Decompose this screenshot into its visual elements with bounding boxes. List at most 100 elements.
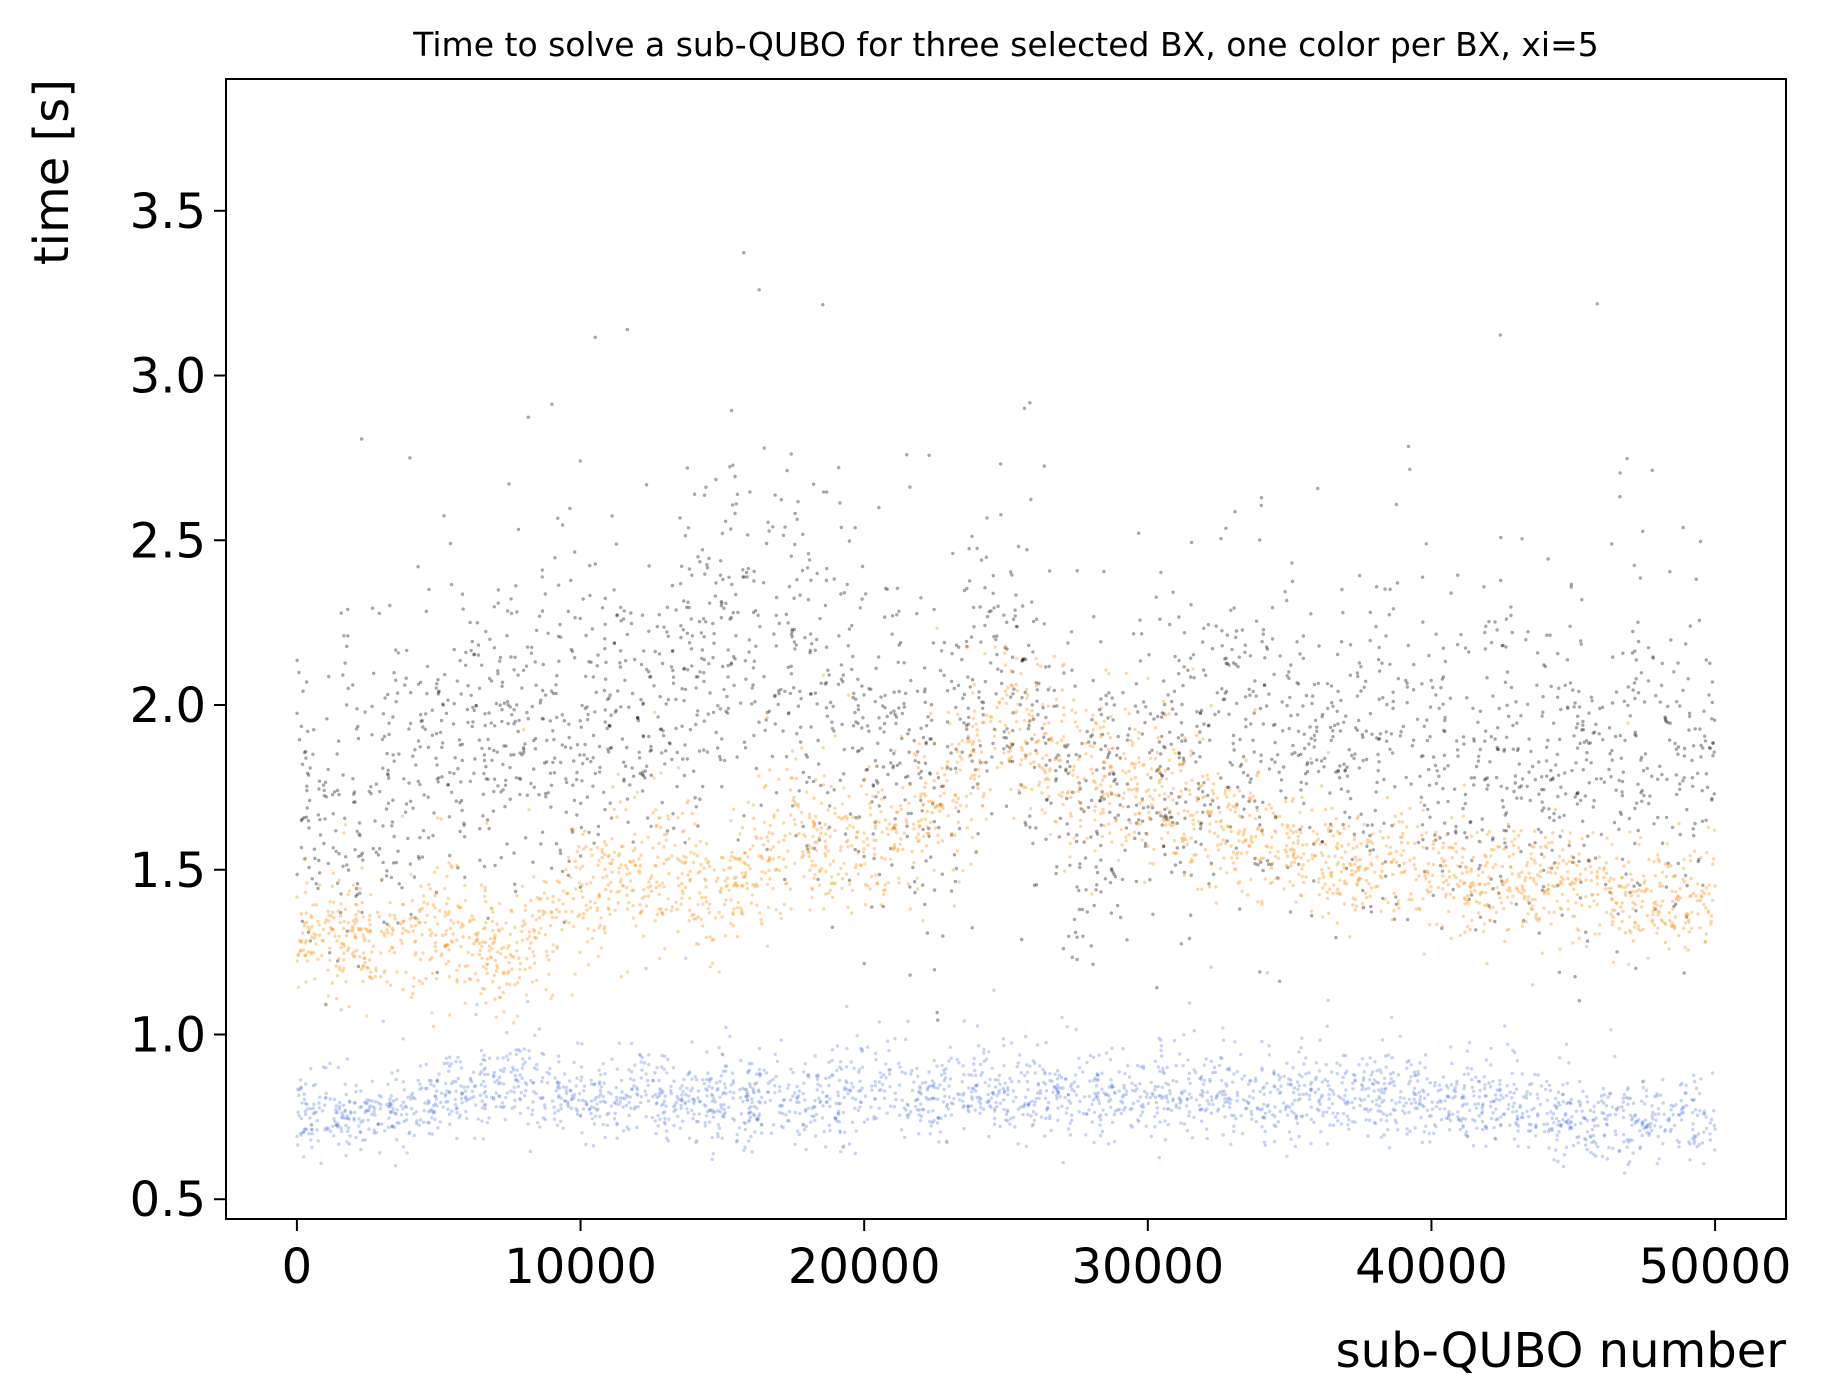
data-point <box>379 929 384 934</box>
data-point <box>361 858 365 862</box>
data-point <box>359 437 364 441</box>
data-point <box>352 800 356 804</box>
data-point <box>687 641 692 645</box>
data-point <box>1274 815 1278 819</box>
data-point <box>1702 891 1707 895</box>
data-point <box>525 956 529 961</box>
data-point <box>1391 690 1395 694</box>
data-point <box>1534 912 1539 916</box>
data-point <box>1209 703 1214 708</box>
data-point <box>1614 900 1618 905</box>
data-point <box>1068 770 1072 774</box>
data-point <box>1353 726 1358 730</box>
data-point <box>1590 699 1594 703</box>
data-point <box>1092 903 1096 908</box>
data-point <box>541 717 546 721</box>
data-point <box>473 757 477 761</box>
data-point <box>1467 650 1471 654</box>
data-point <box>784 865 788 869</box>
data-point <box>1475 830 1479 835</box>
data-point <box>377 915 382 919</box>
data-point <box>1538 869 1543 874</box>
data-point <box>1504 829 1509 833</box>
data-point <box>1512 829 1516 833</box>
data-point <box>856 677 860 681</box>
data-point <box>1438 836 1442 840</box>
data-point <box>1575 791 1580 796</box>
data-point <box>910 849 914 854</box>
data-point <box>1122 752 1126 756</box>
data-point <box>1639 791 1643 795</box>
data-point <box>788 832 792 836</box>
data-point <box>670 757 674 762</box>
data-point <box>1073 720 1078 724</box>
data-point <box>679 582 683 586</box>
data-point <box>1670 889 1675 893</box>
data-point <box>468 918 472 922</box>
data-point <box>586 927 590 931</box>
data-point <box>1111 870 1115 874</box>
data-point <box>1110 769 1114 774</box>
data-point <box>314 942 318 946</box>
data-point <box>571 897 576 901</box>
data-point <box>1089 944 1094 948</box>
data-point <box>848 823 852 828</box>
data-point <box>998 462 1003 466</box>
data-point <box>337 935 341 939</box>
data-point <box>1478 747 1483 752</box>
data-point <box>1448 892 1453 896</box>
data-point <box>774 908 778 912</box>
data-point <box>1333 854 1337 858</box>
data-point <box>1652 905 1656 910</box>
data-point <box>1013 608 1017 612</box>
data-point <box>793 542 797 547</box>
data-point <box>420 933 424 937</box>
data-point <box>712 631 716 636</box>
data-point <box>1279 778 1284 782</box>
data-point <box>451 932 455 936</box>
data-point <box>1545 633 1549 637</box>
data-point <box>1557 686 1561 690</box>
data-point <box>578 854 583 858</box>
data-point <box>1270 637 1275 641</box>
data-point <box>1122 791 1126 795</box>
data-point <box>482 753 487 757</box>
data-point <box>1135 782 1140 786</box>
data-point <box>1659 683 1664 688</box>
data-point <box>1368 894 1372 899</box>
data-point <box>1473 888 1477 893</box>
data-point <box>1182 808 1186 813</box>
data-point <box>1234 629 1239 633</box>
data-point <box>702 617 706 621</box>
data-point <box>815 828 819 832</box>
data-point <box>360 851 364 855</box>
data-point <box>840 886 844 891</box>
data-point <box>978 743 982 748</box>
data-point <box>1026 693 1030 697</box>
data-point <box>1540 951 1544 955</box>
data-point <box>892 690 896 694</box>
data-point <box>682 667 686 671</box>
data-point <box>567 921 571 925</box>
data-point <box>392 671 396 675</box>
data-point <box>800 746 804 750</box>
data-point <box>1233 510 1237 514</box>
data-point <box>1571 860 1575 864</box>
data-point <box>493 933 497 937</box>
data-point <box>1462 847 1467 851</box>
data-point <box>1011 742 1015 746</box>
data-point <box>688 727 693 732</box>
data-point <box>1394 860 1399 865</box>
data-point <box>374 969 378 973</box>
data-point <box>704 878 708 883</box>
data-point <box>1351 846 1355 851</box>
data-point <box>392 759 396 763</box>
data-point <box>630 766 634 770</box>
data-point <box>1118 915 1123 920</box>
data-point <box>356 909 361 913</box>
data-point <box>1165 817 1170 821</box>
data-point <box>1364 729 1369 733</box>
data-point <box>1077 781 1082 785</box>
data-point <box>1361 905 1366 910</box>
data-point <box>573 616 577 620</box>
